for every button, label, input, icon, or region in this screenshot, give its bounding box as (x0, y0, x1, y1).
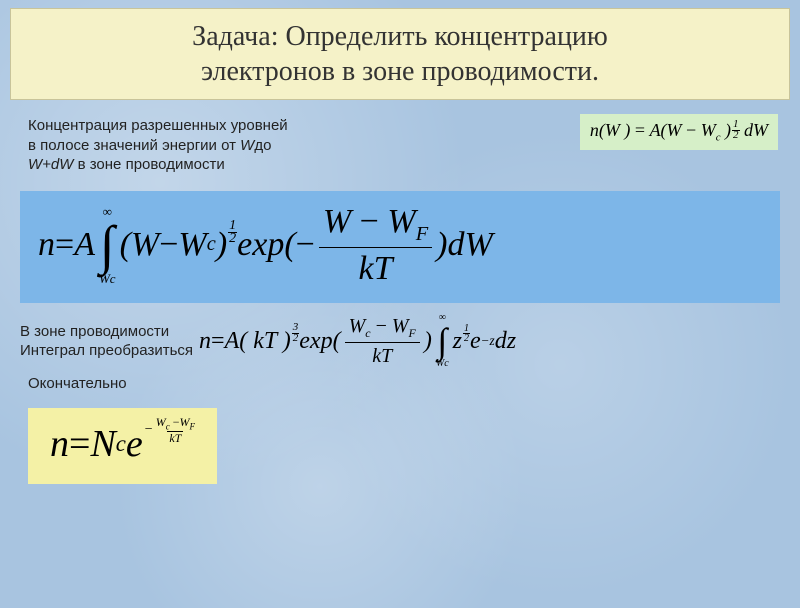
eq-transformed-row: В зоне проводимости Интеграл преобразить… (20, 313, 780, 369)
eq-main-box: n = A ∞ ∫ Wc (W − Wc ) 12 exp( − W − WF … (20, 191, 780, 304)
title-line2: электронов в зоне проводимости. (27, 54, 773, 89)
exponent-half: 12 (463, 324, 470, 343)
intro-l2: в полосе значений энергии от Wдо (28, 136, 560, 156)
exponent-half: 12 (228, 220, 237, 246)
exponent-fraction: − Wc −WF kT (145, 416, 195, 444)
eq-main: n = A ∞ ∫ Wc (W − Wc ) 12 exp( − W − WF … (38, 203, 762, 288)
label-final: Окончательно (28, 375, 780, 392)
eq-final-box: n = Nc e − Wc −WF kT (28, 408, 217, 484)
eq-transformed: n = A( kT ) 32 exp( Wc − WF kT ) ∞ ∫ Wc … (199, 313, 516, 369)
integral-icon: ∞ ∫ Wc (99, 205, 116, 285)
title-line1: Задача: Определить концентрацию (27, 19, 773, 54)
title-box: Задача: Определить концентрацию электрон… (10, 8, 790, 100)
integral-icon: ∞ ∫ Wc (436, 313, 449, 369)
intro-text: Концентрация разрешенных уровней в полос… (28, 116, 560, 175)
fraction: Wc − WF kT (345, 315, 420, 367)
intro-l1: Концентрация разрешенных уровней (28, 116, 560, 136)
label-transform: В зоне проводимости Интеграл преобразить… (20, 322, 193, 361)
intro-l3: W+dW в зоне проводимости (28, 155, 560, 175)
eq-density-states: n(W ) = A(W − Wc )12 dW (580, 114, 778, 150)
fraction: W − WF kT (319, 203, 432, 288)
exponent-half: 12 (732, 120, 740, 141)
row-intro: Концентрация разрешенных уровней в полос… (0, 110, 800, 179)
eq-final: n = Nc e − Wc −WF kT (50, 422, 195, 466)
exponent-3-2: 32 (292, 323, 300, 344)
